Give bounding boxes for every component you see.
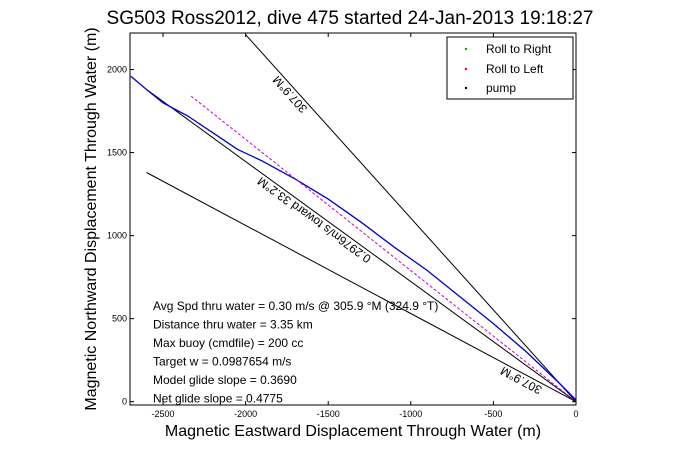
x-tick-label: 0	[573, 409, 578, 419]
y-axis-label: Magnetic Northward Displacement Through …	[83, 27, 100, 410]
legend-label-roll-right: Roll to Right	[486, 42, 552, 56]
annotation-line: Model glide slope = 0.3690	[153, 373, 297, 387]
annotation-line: Avg Spd thru water = 0.30 m/s @ 305.9 °M…	[153, 299, 438, 313]
axis-ticks	[130, 33, 577, 405]
text-annotations: Avg Spd thru water = 0.30 m/s @ 305.9 °M…	[153, 299, 438, 406]
legend-marker-roll-right	[464, 47, 468, 51]
y-tick-label: 0	[122, 397, 127, 407]
legend: Roll to Right Roll to Left pump	[446, 36, 574, 100]
x-tick-label: -2000	[234, 409, 257, 419]
y-tick-label: 500	[112, 314, 127, 324]
legend-marker-roll-left	[464, 67, 468, 71]
legend-label-roll-left: Roll to Left	[486, 62, 544, 76]
reference-line	[146, 172, 577, 403]
series-line	[190, 95, 577, 403]
x-tick-label: -1000	[399, 409, 422, 419]
series-line	[130, 75, 577, 401]
y-tick-label: 1000	[107, 231, 127, 241]
data-series	[130, 75, 577, 403]
legend-box	[446, 36, 574, 100]
annotation-line: Net glide slope = 0.4775	[153, 392, 283, 406]
legend-marker-pump	[464, 86, 468, 90]
x-tick-label: -2500	[152, 409, 175, 419]
x-tick-label: -500	[484, 409, 502, 419]
chart-title: SG503 Ross2012, dive 475 started 24-Jan-…	[107, 8, 594, 29]
y-tick-label: 1500	[107, 148, 127, 158]
axis-tick-labels: -2500 -2000 -1500 -1000 -500 0 0 500 1000 1500 200…	[107, 65, 579, 419]
reference-line	[245, 34, 577, 403]
x-axis-label: Magnetic Eastward Displacement Through W…	[165, 423, 541, 440]
legend-label-pump: pump	[486, 81, 516, 95]
reference-line	[146, 89, 577, 403]
x-tick-label: -1500	[317, 409, 340, 419]
annotation-line: Distance thru water = 3.35 km	[153, 318, 313, 332]
annotation-line: Target w = 0.0987654 m/s	[153, 355, 291, 369]
annotation-line: Max buoy (cmdfile) = 200 cc	[153, 336, 303, 350]
y-tick-label: 2000	[107, 65, 127, 75]
